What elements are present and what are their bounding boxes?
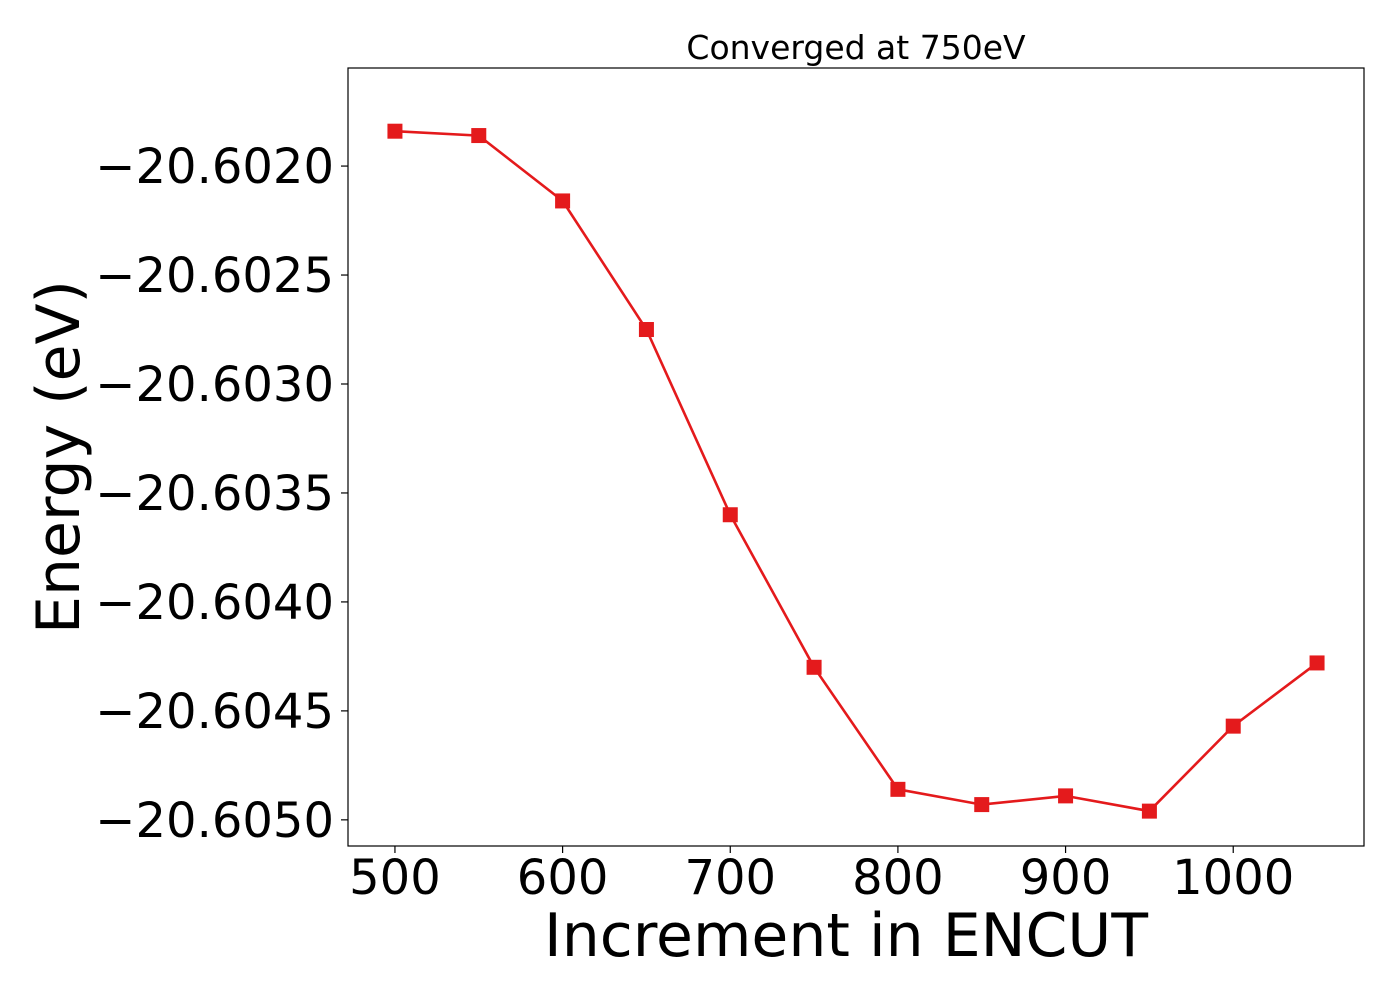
- data-point: [1225, 718, 1241, 734]
- data-point: [1309, 655, 1325, 671]
- data-point: [387, 123, 403, 139]
- plot-area-frame: [347, 67, 1365, 847]
- y-tick-label: −20.6035: [95, 466, 334, 522]
- y-tick-label: −20.6030: [95, 357, 334, 413]
- data-point: [974, 797, 990, 813]
- data-point: [1141, 803, 1157, 819]
- y-tick-label: −20.6020: [95, 139, 334, 195]
- data-point: [722, 507, 738, 523]
- x-axis-ticks: 500 600 700 800 900 1000: [349, 846, 1294, 906]
- x-tick-label: 900: [1020, 850, 1112, 906]
- y-tick-label: −20.6025: [95, 248, 334, 304]
- y-tick-label: −20.6040: [95, 575, 334, 631]
- chart-title: Converged at 750eV: [686, 28, 1026, 67]
- data-point: [471, 128, 487, 144]
- y-axis-ticks: −20.6020 −20.6025 −20.6030 −20.6035 −20.6040…: [95, 139, 348, 849]
- x-axis-label: Increment in ENCUT: [544, 901, 1148, 971]
- data-point: [806, 659, 822, 675]
- x-tick-label: 600: [517, 850, 609, 906]
- x-tick-label: 800: [852, 850, 944, 906]
- data-point: [1058, 788, 1074, 804]
- series-line: [394, 129, 1318, 813]
- y-tick-label: −20.6050: [95, 793, 334, 849]
- data-point: [638, 322, 654, 338]
- x-tick-label: 700: [684, 850, 776, 906]
- y-tick-label: −20.6045: [95, 684, 334, 740]
- data-point: [890, 781, 906, 797]
- x-tick-label: 1000: [1172, 850, 1294, 906]
- x-tick-label: 500: [349, 850, 441, 906]
- data-series: [387, 123, 1325, 819]
- data-point: [555, 193, 571, 209]
- y-axis-label: Energy (eV): [24, 280, 94, 634]
